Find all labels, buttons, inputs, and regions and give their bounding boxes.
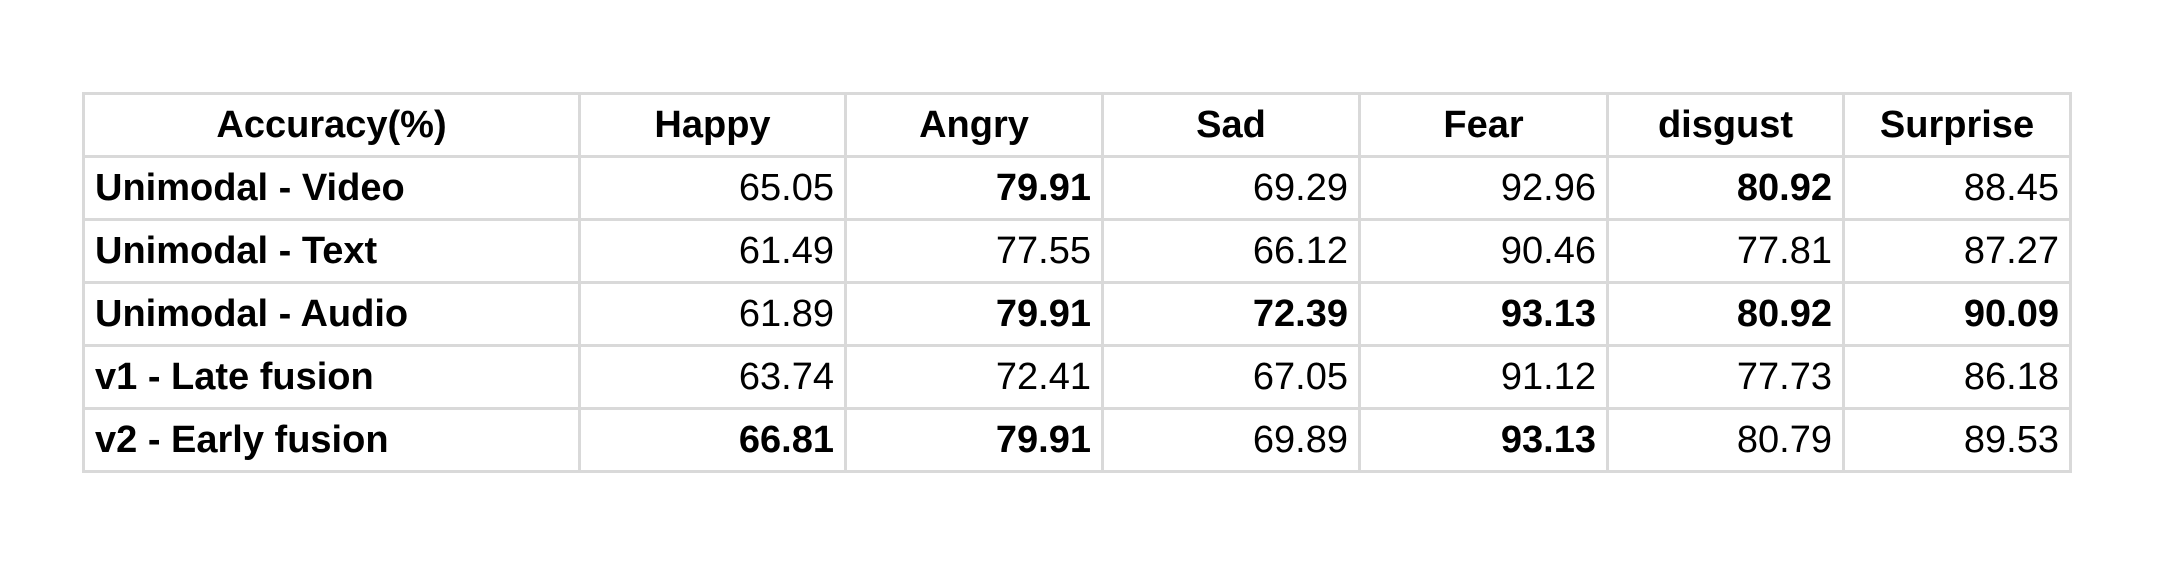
- table-cell: 63.74: [578, 344, 847, 410]
- table-cell: 80.79: [1606, 407, 1845, 473]
- table-cell: 66.12: [1101, 218, 1361, 284]
- column-header: Fear: [1358, 92, 1609, 158]
- table-cell: 79.91: [844, 281, 1104, 347]
- column-header: Happy: [578, 92, 847, 158]
- table-cell: 72.39: [1101, 281, 1361, 347]
- table-row: Unimodal - Text 61.49 77.55 66.12 90.46 …: [82, 218, 2072, 284]
- table-row: v1 - Late fusion 63.74 72.41 67.05 91.12…: [82, 344, 2072, 410]
- table-cell: 66.81: [578, 407, 847, 473]
- column-header: Surprise: [1842, 92, 2072, 158]
- table-cell: 87.27: [1842, 218, 2072, 284]
- accuracy-table: Accuracy(%) Happy Angry Sad Fear disgust…: [82, 92, 2072, 473]
- table-cell: 79.91: [844, 407, 1104, 473]
- table-cell: 93.13: [1358, 281, 1609, 347]
- table-cell: 72.41: [844, 344, 1104, 410]
- table-row: v2 - Early fusion 66.81 79.91 69.89 93.1…: [82, 407, 2072, 473]
- table-cell: 89.53: [1842, 407, 2072, 473]
- table-cell: 91.12: [1358, 344, 1609, 410]
- table-cell: 80.92: [1606, 281, 1845, 347]
- table-cell: 67.05: [1101, 344, 1361, 410]
- table-cell: 88.45: [1842, 155, 2072, 221]
- table-row: Unimodal - Audio 61.89 79.91 72.39 93.13…: [82, 281, 2072, 347]
- table-cell: 86.18: [1842, 344, 2072, 410]
- table-cell: 77.81: [1606, 218, 1845, 284]
- row-label: Unimodal - Video: [82, 155, 581, 221]
- table-cell: 77.55: [844, 218, 1104, 284]
- row-label: Unimodal - Audio: [82, 281, 581, 347]
- row-label: Unimodal - Text: [82, 218, 581, 284]
- table-cell: 65.05: [578, 155, 847, 221]
- table-cell: 90.46: [1358, 218, 1609, 284]
- column-header: Sad: [1101, 92, 1361, 158]
- table-cell: 90.09: [1842, 281, 2072, 347]
- column-header: disgust: [1606, 92, 1845, 158]
- table-cell: 80.92: [1606, 155, 1845, 221]
- table-row: Unimodal - Video 65.05 79.91 69.29 92.96…: [82, 155, 2072, 221]
- column-header: Accuracy(%): [82, 92, 581, 158]
- table-cell: 69.29: [1101, 155, 1361, 221]
- table-cell: 93.13: [1358, 407, 1609, 473]
- table-cell: 77.73: [1606, 344, 1845, 410]
- table-cell: 92.96: [1358, 155, 1609, 221]
- table-cell: 79.91: [844, 155, 1104, 221]
- header-row: Accuracy(%) Happy Angry Sad Fear disgust…: [82, 92, 2072, 158]
- row-label: v1 - Late fusion: [82, 344, 581, 410]
- table-cell: 61.89: [578, 281, 847, 347]
- table-cell: 61.49: [578, 218, 847, 284]
- table-cell: 69.89: [1101, 407, 1361, 473]
- column-header: Angry: [844, 92, 1104, 158]
- row-label: v2 - Early fusion: [82, 407, 581, 473]
